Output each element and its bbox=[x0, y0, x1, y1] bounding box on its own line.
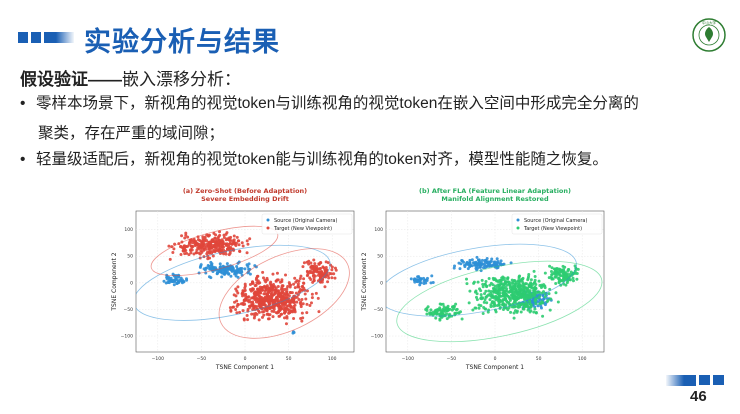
svg-text:中山大学: 中山大学 bbox=[702, 20, 716, 25]
y-tick-label: 0 bbox=[380, 280, 383, 286]
y-tick-label: −50 bbox=[374, 307, 384, 313]
x-tick-label: 100 bbox=[328, 356, 337, 362]
cluster-ellipse bbox=[386, 243, 577, 317]
chart-legend: Source (Original Camera) Target (New View… bbox=[261, 213, 353, 235]
chart-subtitle: Severe Embedding Drift bbox=[201, 195, 289, 203]
x-tick-label: 50 bbox=[286, 356, 292, 362]
legend-marker bbox=[516, 218, 520, 222]
chart-root: (a) Zero-Shot (Before Adaptation)Severe … bbox=[111, 187, 355, 371]
legend-label: Target (New Viewpoint) bbox=[523, 226, 582, 232]
x-tick-label: 50 bbox=[536, 356, 542, 362]
chart-title: (b) After FLA (Feature Linear Adaptation… bbox=[419, 187, 571, 195]
y-tick-label: 100 bbox=[124, 227, 133, 233]
bullet-text: 轻量级适配后，新视角的视觉token能与训练视角的token对齐，模型性能随之恢… bbox=[36, 151, 608, 168]
legend-marker bbox=[266, 218, 270, 222]
page-number: 46 bbox=[690, 388, 707, 405]
cluster-ellipse bbox=[136, 244, 331, 321]
y-axis-label: TSNE Component 2 bbox=[111, 252, 118, 311]
x-tick-label: −100 bbox=[402, 356, 414, 362]
y-tick-label: 100 bbox=[374, 227, 383, 233]
x-tick-label: −50 bbox=[197, 356, 207, 362]
legend-label: Source (Original Camera) bbox=[524, 218, 587, 224]
legend-label: Target (New Viewpoint) bbox=[273, 226, 332, 232]
header-decoration bbox=[18, 32, 74, 43]
x-axis-label: TSNE Component 1 bbox=[215, 364, 274, 371]
chart-legend: Source (Original Camera) Target (New View… bbox=[511, 213, 603, 235]
bullet-text-cont: 聚类，存在严重的域间隙； bbox=[38, 125, 225, 142]
bullet-item-2: • 轻量级适配后，新视角的视觉token能与训练视角的token对齐，模型性能随之… bbox=[20, 151, 608, 168]
tsne-plot-zero-shot: (a) Zero-Shot (Before Adaptation)Severe … bbox=[111, 187, 355, 371]
x-tick-label: 0 bbox=[244, 356, 247, 362]
scatter-points bbox=[136, 225, 350, 339]
y-tick-label: −100 bbox=[371, 334, 383, 340]
section-heading: 假设验证——嵌入漂移分析： bbox=[20, 65, 241, 90]
legend-marker bbox=[266, 226, 270, 230]
y-tick-label: 0 bbox=[130, 280, 133, 286]
bullet-text: 零样本场景下，新视角的视觉token与训练视角的视觉token在嵌入空间中形成完… bbox=[36, 95, 639, 112]
x-axis-label: TSNE Component 1 bbox=[465, 364, 524, 371]
slide-title: 实验分析与结果 bbox=[84, 27, 280, 57]
chart-title: (a) Zero-Shot (Before Adaptation) bbox=[183, 187, 307, 195]
cluster-ellipse bbox=[396, 260, 603, 343]
bullet-item-1: • 零样本场景下，新视角的视觉token与训练视角的视觉token在嵌入空间中形成… bbox=[20, 89, 639, 149]
university-seal-logo: 中山大学 bbox=[692, 18, 726, 52]
y-axis-label: TSNE Component 2 bbox=[361, 252, 368, 311]
y-tick-label: 50 bbox=[377, 254, 383, 260]
tsne-plot-after-fla: (b) After FLA (Feature Linear Adaptation… bbox=[361, 187, 605, 371]
scatter-points bbox=[386, 243, 603, 343]
legend-label: Source (Original Camera) bbox=[274, 218, 337, 224]
footer-decoration bbox=[666, 375, 724, 386]
y-tick-label: −50 bbox=[124, 307, 134, 313]
x-tick-label: 0 bbox=[494, 356, 497, 362]
x-tick-label: −100 bbox=[152, 356, 164, 362]
x-tick-label: −50 bbox=[447, 356, 457, 362]
y-tick-label: −100 bbox=[121, 334, 133, 340]
y-tick-label: 50 bbox=[127, 254, 133, 260]
cluster-ellipse bbox=[218, 248, 350, 339]
legend-marker bbox=[516, 226, 520, 230]
x-tick-label: 100 bbox=[578, 356, 587, 362]
heading-rest: 嵌入漂移分析： bbox=[122, 70, 241, 89]
chart-subtitle: Manifold Alignment Restored bbox=[441, 195, 549, 203]
chart-root: (b) After FLA (Feature Linear Adaptation… bbox=[361, 187, 605, 371]
heading-bold: 假设验证—— bbox=[20, 70, 122, 89]
